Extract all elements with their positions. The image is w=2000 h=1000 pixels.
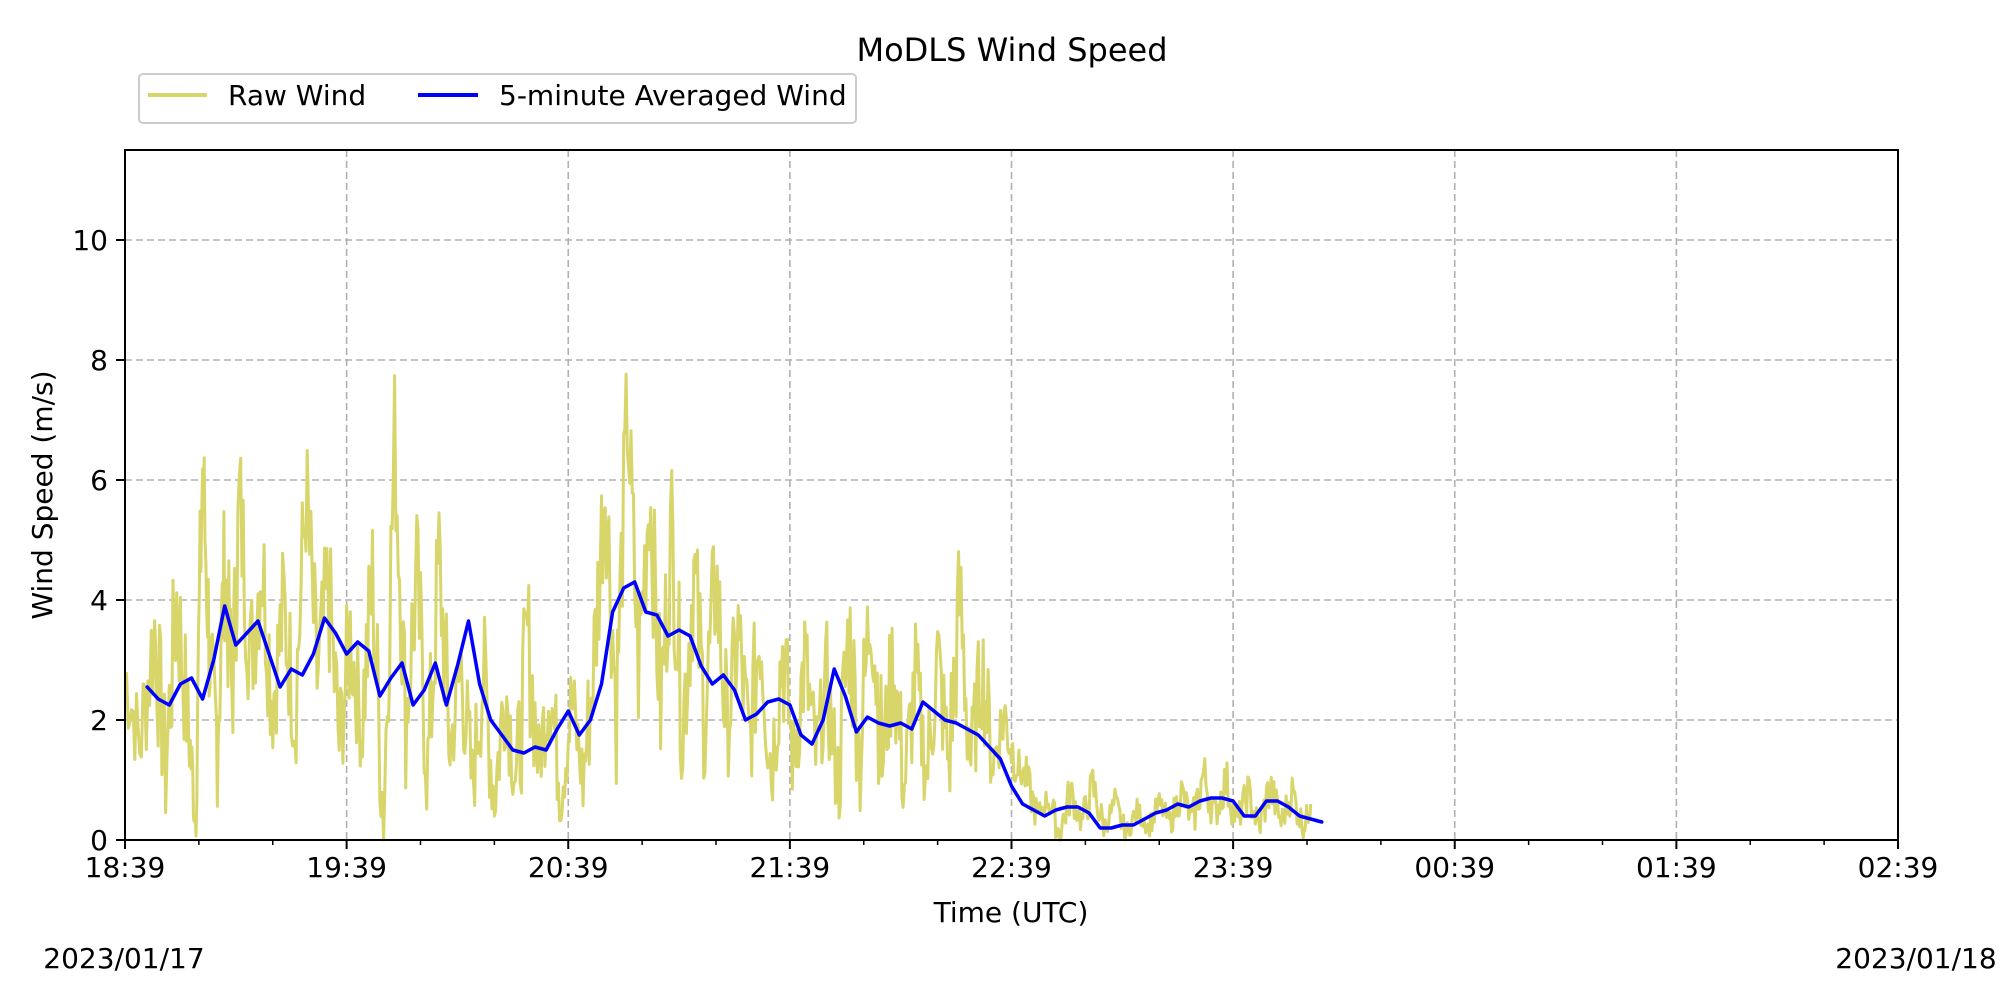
x-tick-label: 00:39 [1414,851,1495,884]
legend: Raw Wind 5-minute Averaged Wind [138,73,857,124]
y-axis-label: Wind Speed (m/s) [26,370,59,619]
legend-label-raw-wind: Raw Wind [228,79,366,112]
series-line-averaged-wind [145,580,1324,830]
x-tick-label: 23:39 [1193,851,1274,884]
y-tick-label: 8 [90,344,108,377]
x-axis-label: Time (UTC) [933,896,1089,929]
y-tick-label: 10 [72,224,108,257]
x-tick-label: 18:39 [85,851,166,884]
x-tick-label: 22:39 [971,851,1052,884]
plot-area: 18:39 19:39 20:39 21:39 22:39 23:39 00:39 01:39… [72,149,1938,884]
x-tick-label: 02:39 [1858,851,1939,884]
axis-ticks: 18:39 19:39 20:39 21:39 22:39 23:39 00:39 01:39… [72,224,1938,884]
y-tick-label: 0 [90,824,108,857]
x-tick-label: 20:39 [528,851,609,884]
series-layer [124,372,1324,842]
legend-label-averaged-wind: 5-minute Averaged Wind [499,79,847,112]
legend-frame [138,73,857,124]
chart-title: MoDLS Wind Speed [856,31,1167,69]
y-tick-label: 6 [90,464,108,497]
end-date-label: 2023/01/18 [1835,942,1996,975]
start-date-label: 2023/01/17 [43,942,204,975]
y-tick-label: 2 [90,704,108,737]
y-tick-label: 4 [90,584,108,617]
x-tick-label: 21:39 [750,851,831,884]
series-line-raw-wind [124,372,1313,842]
x-tick-label: 01:39 [1636,851,1717,884]
grid-lines [125,150,1898,840]
x-tick-label: 19:39 [306,851,387,884]
